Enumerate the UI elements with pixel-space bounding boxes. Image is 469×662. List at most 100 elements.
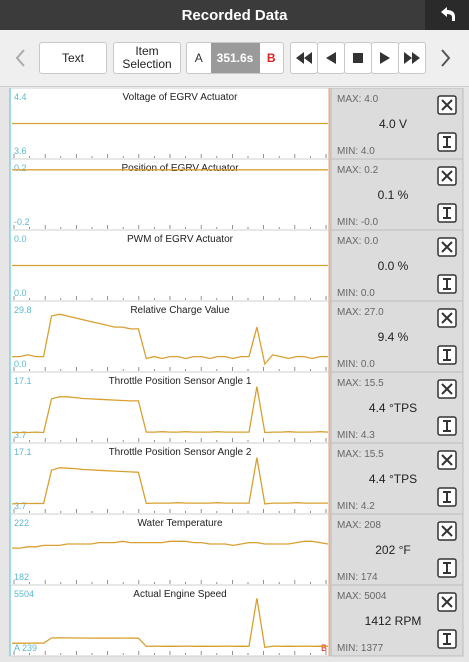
chart-area <box>9 371 331 444</box>
scale-bottom: -0.2 <box>14 217 30 227</box>
cursor-b[interactable]: B <box>266 51 276 65</box>
close-button[interactable] <box>437 166 457 186</box>
min-label: MIN: 0.0 <box>337 288 375 299</box>
chart-area <box>9 513 331 586</box>
info-button[interactable] <box>437 416 457 436</box>
max-label: MAX: 0.0 <box>337 236 379 247</box>
trace-line <box>12 386 329 434</box>
close-button[interactable] <box>437 95 457 115</box>
current-value: 4.0 V <box>379 117 407 131</box>
trace-line <box>11 457 328 505</box>
row-title: Throttle Position Sensor Angle 1 <box>109 376 252 387</box>
scale-bottom: 0.0 <box>14 359 27 369</box>
close-button[interactable] <box>437 308 457 328</box>
close-icon <box>441 99 453 111</box>
close-button[interactable] <box>437 237 457 257</box>
close-icon <box>441 596 453 608</box>
max-label: MAX: 4.0 <box>337 94 379 105</box>
recorded-rows: Voltage of EGRV Actuator 4.4 3.6 MAX: 4.0 4.… <box>9 88 464 657</box>
max-label: MAX: 208 <box>337 520 381 531</box>
close-button[interactable] <box>437 521 457 541</box>
close-icon <box>441 241 453 253</box>
min-label: MIN: 174 <box>337 572 378 583</box>
step-forward[interactable] <box>371 42 399 74</box>
chart-area <box>9 442 331 515</box>
item-selection-button[interactable]: Item Selection <box>113 42 181 74</box>
min-label: MIN: 0.0 <box>337 359 375 370</box>
current-value: 9.4 % <box>378 330 409 344</box>
current-value: 4.4 °TPS <box>369 472 417 486</box>
info-button[interactable] <box>437 487 457 507</box>
close-button[interactable] <box>437 379 457 399</box>
min-label: MIN: 4.2 <box>337 501 375 512</box>
info-icon <box>443 207 451 219</box>
max-label: MAX: 15.5 <box>337 449 384 460</box>
scale-top: 4.4 <box>14 92 27 102</box>
scale-bottom: 182 <box>14 572 29 582</box>
current-value: 1412 RPM <box>365 614 422 628</box>
trace-line <box>12 540 329 549</box>
time-display: 351.6s <box>210 43 260 73</box>
chart-area <box>9 158 331 231</box>
info-button[interactable] <box>437 203 457 223</box>
row-title: Relative Charge Value <box>130 305 230 316</box>
scale-bottom: 239 <box>22 643 37 653</box>
scale-top: 17.1 <box>14 376 32 386</box>
scale-top: 0.0 <box>14 234 27 244</box>
rewind[interactable] <box>290 42 318 74</box>
cursor-b-label: B <box>321 643 327 653</box>
trace-line <box>12 313 328 366</box>
min-label: MIN: 4.0 <box>337 146 375 157</box>
close-icon <box>441 312 453 324</box>
back-icon <box>441 7 455 21</box>
current-value: 4.4 °TPS <box>369 401 417 415</box>
next-page[interactable] <box>438 48 452 68</box>
close-button[interactable] <box>437 592 457 612</box>
header-title: Recorded Data <box>181 7 288 24</box>
scale-top: 17.1 <box>14 447 32 457</box>
chart-area <box>9 300 331 373</box>
min-label: MIN: -0.0 <box>337 217 379 228</box>
min-label: MIN: 4.3 <box>337 430 375 441</box>
row-title: Actual Engine Speed <box>133 589 226 600</box>
info-icon <box>443 278 451 290</box>
cursor-a[interactable]: A <box>194 51 203 65</box>
stop[interactable] <box>344 42 372 74</box>
trace-line <box>12 598 329 649</box>
scale-top: 5504 <box>14 589 34 599</box>
info-button[interactable] <box>437 629 457 649</box>
current-value: 0.0 % <box>378 259 409 273</box>
close-icon <box>441 383 453 395</box>
info-button[interactable] <box>437 132 457 152</box>
info-icon <box>443 491 451 503</box>
max-label: MAX: 5004 <box>337 591 387 602</box>
toolbar: Text Item Selection A 351.6s B <box>0 30 469 87</box>
row-title: Voltage of EGRV Actuator <box>123 92 239 103</box>
back-button[interactable] <box>425 0 469 30</box>
max-label: MAX: 15.5 <box>337 378 384 389</box>
scale-top: 222 <box>14 518 29 528</box>
info-icon <box>443 562 451 574</box>
scale-top: 29.8 <box>14 305 32 315</box>
max-label: MAX: 0.2 <box>337 165 379 176</box>
max-label: MAX: 27.0 <box>337 307 384 318</box>
info-button[interactable] <box>437 274 457 294</box>
cursor-group: A 351.6s B <box>186 42 284 74</box>
min-label: MIN: 1377 <box>337 643 384 654</box>
close-icon <box>441 170 453 182</box>
text-button[interactable]: Text <box>39 42 107 74</box>
row-title: Throttle Position Sensor Angle 2 <box>109 447 252 458</box>
chart-area <box>9 584 331 657</box>
prev-page[interactable] <box>14 48 28 68</box>
close-button[interactable] <box>437 450 457 470</box>
close-icon <box>441 525 453 537</box>
info-button[interactable] <box>437 558 457 578</box>
scale-top: 0.2 <box>14 163 27 173</box>
row-title: Water Temperature <box>137 518 222 529</box>
fast-forward[interactable] <box>398 42 426 74</box>
info-button[interactable] <box>437 345 457 365</box>
info-icon <box>443 136 451 148</box>
row-title: PWM of EGRV Actuator <box>127 234 234 245</box>
step-back[interactable] <box>317 42 345 74</box>
